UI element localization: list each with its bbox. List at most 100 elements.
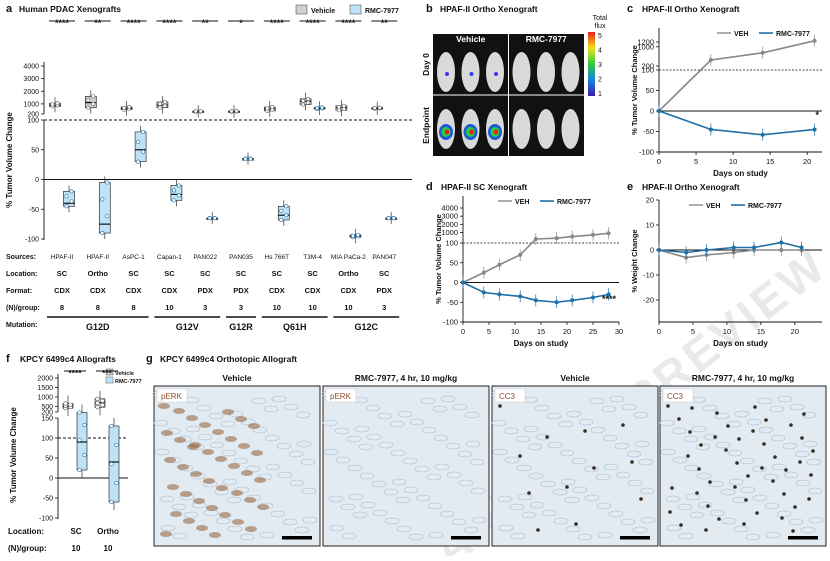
sig-label: **	[94, 18, 102, 28]
tissue-texture	[558, 420, 574, 428]
cc3-positive-cell	[639, 497, 643, 501]
box-vehicle-point	[100, 403, 105, 408]
perk-stain	[158, 403, 170, 409]
tissue-texture	[660, 448, 676, 456]
panel-g-title: KPCY 6499c4 Orthotopic Allograft	[160, 354, 297, 364]
colorbar	[588, 32, 595, 96]
mouse-silhouette	[537, 109, 555, 149]
panel-a-title: Human PDAC Xenografts	[19, 4, 121, 14]
tissue-texture	[471, 516, 487, 524]
cc3-positive-cell	[717, 517, 721, 521]
stain-label-box	[494, 388, 526, 403]
box-rmc-7977-point	[284, 213, 289, 218]
tissue-texture	[527, 443, 543, 451]
signal-blob	[469, 129, 474, 135]
data-point	[752, 245, 757, 250]
tissue-texture	[806, 458, 822, 466]
data-point	[704, 248, 709, 252]
colorbar-title: Total	[593, 15, 608, 22]
tissue-texture	[296, 440, 312, 448]
box-rmc-7977-point	[171, 198, 176, 203]
panel-g-letter: g	[146, 353, 153, 365]
cc3-positive-cell	[686, 454, 690, 458]
x-axis-label: Days on study	[713, 339, 768, 348]
colorbar-tick-label: 1	[598, 91, 602, 98]
row-label-location: Location:	[8, 527, 44, 536]
data-point	[554, 236, 559, 241]
data-point	[708, 127, 713, 132]
stain-label: CC3	[499, 392, 516, 401]
cc3-positive-cell	[699, 443, 703, 447]
tissue-texture	[685, 493, 701, 501]
source-label: PAN047	[372, 254, 396, 261]
box-rmc-7977	[134, 131, 147, 162]
format-label: CDX	[305, 286, 321, 295]
tissue-texture	[322, 419, 338, 427]
panel-c-letter: c	[627, 3, 633, 15]
tissue-texture	[421, 426, 437, 434]
data-point	[570, 298, 575, 303]
cc3-positive-cell	[802, 412, 806, 416]
colorbar-tick-label: 2	[598, 77, 602, 84]
cc3-positive-cell	[782, 492, 786, 496]
cc3-positive-cell	[733, 485, 737, 489]
box-vehicle-point	[162, 103, 167, 108]
sig-label: ****	[341, 18, 356, 28]
perk-stain	[245, 526, 257, 532]
cc3-positive-cell	[498, 404, 502, 408]
format-label: CDX	[340, 286, 356, 295]
tissue-texture	[695, 443, 711, 451]
cc3-positive-cell	[706, 504, 710, 508]
tissue-texture	[415, 494, 431, 502]
tissue-texture	[359, 472, 375, 480]
box-rmc-7977-point	[212, 216, 217, 221]
n-label: 10	[165, 303, 173, 312]
tissue-texture	[251, 397, 267, 405]
y-axis-label: % Weight Change	[630, 229, 639, 292]
legend-rmc-label: RMC-7977	[557, 199, 591, 206]
cc3-positive-cell	[726, 424, 730, 428]
y-tick-label: 50	[45, 456, 53, 463]
cc3-positive-cell	[773, 455, 777, 459]
y-tick-label: 1000	[37, 394, 53, 401]
tissue-texture	[614, 442, 630, 450]
y-tick-label: 500	[41, 404, 53, 411]
tissue-texture	[295, 411, 311, 419]
panel-a-letter: a	[6, 3, 13, 15]
tissue-texture	[428, 531, 444, 539]
y-tick-label: 0	[650, 107, 654, 116]
perk-stain	[254, 477, 266, 483]
tissue-texture	[515, 435, 531, 443]
x-tick-label: 15	[766, 157, 774, 166]
x-axis-label: Days on study	[514, 339, 569, 348]
source-label: PAN035	[229, 254, 253, 261]
panel-b-letter: b	[426, 3, 433, 15]
box-vehicle	[84, 95, 97, 109]
perk-stain	[161, 430, 173, 436]
tissue-texture	[583, 465, 599, 473]
tissue-texture	[491, 419, 507, 427]
cc3-positive-cell	[784, 468, 788, 472]
tissue-texture	[503, 427, 519, 435]
cc3-positive-cell	[755, 511, 759, 515]
tissue-texture	[289, 479, 305, 487]
sig-label: ***	[102, 368, 113, 378]
cc3-positive-cell	[742, 522, 746, 526]
y-tick-label: 1500	[37, 385, 53, 392]
box-rmc-7977-point	[141, 149, 146, 154]
tissue-texture	[571, 457, 587, 465]
box-rmc-7977-point	[100, 197, 105, 202]
panel-d-letter: d	[426, 181, 433, 193]
perk-stain	[206, 505, 218, 511]
y-tick-label: 2000	[37, 376, 53, 383]
box-rmc-7977-point	[105, 180, 110, 185]
tissue-texture	[708, 480, 724, 488]
location-label: SC	[236, 269, 247, 278]
tissue-texture	[458, 479, 474, 487]
tissue-texture	[696, 472, 712, 480]
mouse-silhouette	[512, 109, 531, 149]
box-rmc-7977-point	[64, 194, 69, 199]
cc3-positive-cell	[565, 485, 569, 489]
y-tick-label: -50	[447, 298, 458, 307]
tissue-texture	[627, 479, 643, 487]
